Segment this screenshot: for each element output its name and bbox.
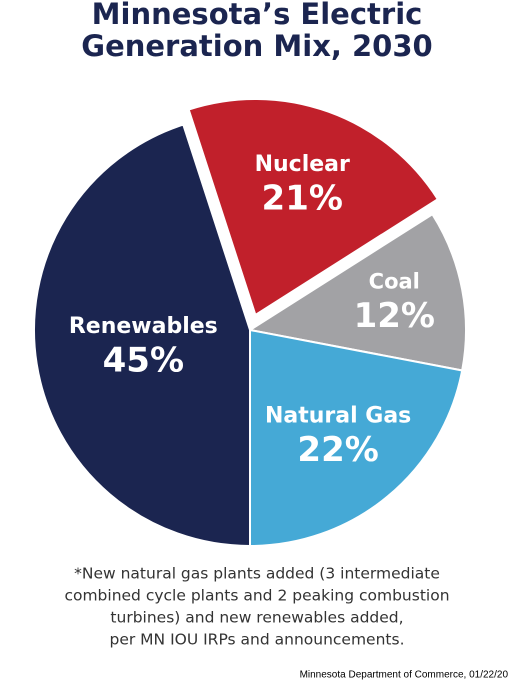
value-label: 22%	[297, 430, 378, 470]
chart-title: Minnesota’s Electric	[92, 0, 423, 31]
slice-label: Renewables	[69, 314, 218, 339]
slice-label: Natural Gas	[265, 404, 411, 429]
footnote: per MN IOU IRPs and announcements.	[110, 631, 405, 649]
footnote: combined cycle plants and 2 peaking comb…	[64, 587, 449, 605]
value-label: 45%	[103, 340, 184, 380]
pie-slice	[33, 123, 251, 548]
pie-slice	[247, 212, 467, 372]
slice-label: Coal	[369, 269, 420, 293]
footnote: turbines) and new renewables added,	[110, 609, 403, 627]
footnote: *New natural gas plants added (3 interme…	[74, 565, 440, 583]
value-label: 12%	[354, 296, 435, 336]
source: Minnesota Department of Commerce, 01/22/…	[300, 670, 509, 681]
chart-title: Generation Mix, 2030	[81, 29, 432, 63]
value-label: 21%	[262, 178, 343, 218]
slice-label: Nuclear	[255, 152, 350, 177]
pie-slice	[187, 97, 440, 317]
pie-slice	[249, 328, 464, 548]
